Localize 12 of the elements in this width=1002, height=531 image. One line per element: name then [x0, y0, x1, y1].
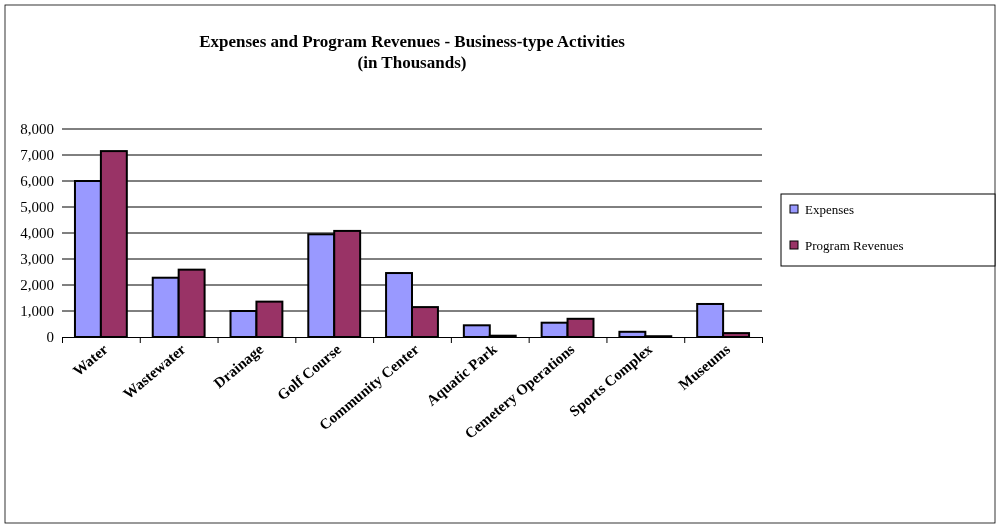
- y-tick-label: 2,000: [20, 277, 54, 294]
- y-tick-label: 7,000: [20, 147, 54, 164]
- y-tick-label: 0: [46, 329, 54, 346]
- chart-title: Expenses and Program Revenues - Business-type Activities (in Thousands): [199, 32, 626, 72]
- y-tick-label: 6,000: [20, 173, 54, 190]
- y-tick-label: 5,000: [20, 199, 54, 216]
- y-tick-label: 4,000: [20, 225, 54, 242]
- y-tick-label: 8,000: [20, 121, 54, 138]
- legend-label: Expenses: [805, 202, 855, 217]
- y-tick-label: 1,000: [20, 303, 54, 320]
- legend-label: Program Revenues: [805, 238, 904, 253]
- y-tick-label: 3,000: [20, 251, 54, 268]
